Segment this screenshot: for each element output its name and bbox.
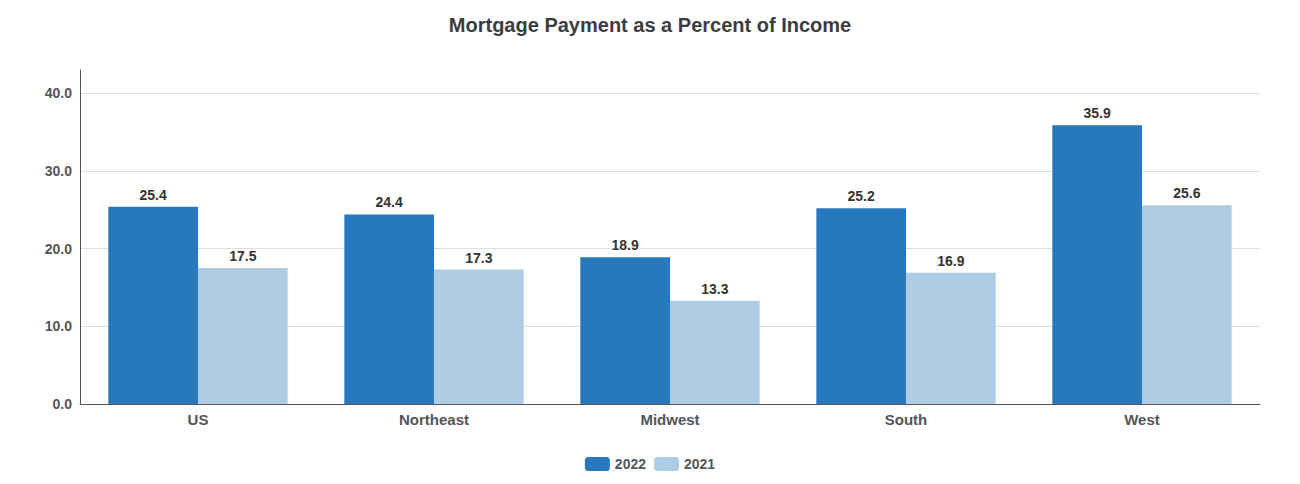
svg-text:US: US	[188, 411, 209, 428]
svg-text:2021: 2021	[684, 456, 715, 472]
svg-text:24.4: 24.4	[376, 194, 403, 210]
svg-text:South: South	[885, 411, 928, 428]
svg-text:Midwest: Midwest	[640, 411, 699, 428]
svg-text:Mortgage Payment as a Percent: Mortgage Payment as a Percent of Income	[449, 14, 851, 36]
svg-text:20.0: 20.0	[45, 241, 72, 257]
svg-text:35.9: 35.9	[1084, 105, 1111, 121]
svg-text:25.6: 25.6	[1173, 185, 1200, 201]
svg-text:16.9: 16.9	[937, 253, 964, 269]
svg-text:18.9: 18.9	[612, 237, 639, 253]
svg-text:25.2: 25.2	[848, 188, 875, 204]
svg-text:2022: 2022	[615, 456, 646, 472]
svg-text:40.0: 40.0	[45, 85, 72, 101]
svg-text:Northeast: Northeast	[399, 411, 469, 428]
svg-text:0.0: 0.0	[53, 396, 73, 412]
svg-text:West: West	[1124, 411, 1160, 428]
svg-text:17.3: 17.3	[465, 250, 492, 266]
svg-text:30.0: 30.0	[45, 163, 72, 179]
svg-text:13.3: 13.3	[701, 281, 728, 297]
svg-text:10.0: 10.0	[45, 318, 72, 334]
svg-text:17.5: 17.5	[229, 248, 256, 264]
svg-text:25.4: 25.4	[140, 187, 167, 203]
